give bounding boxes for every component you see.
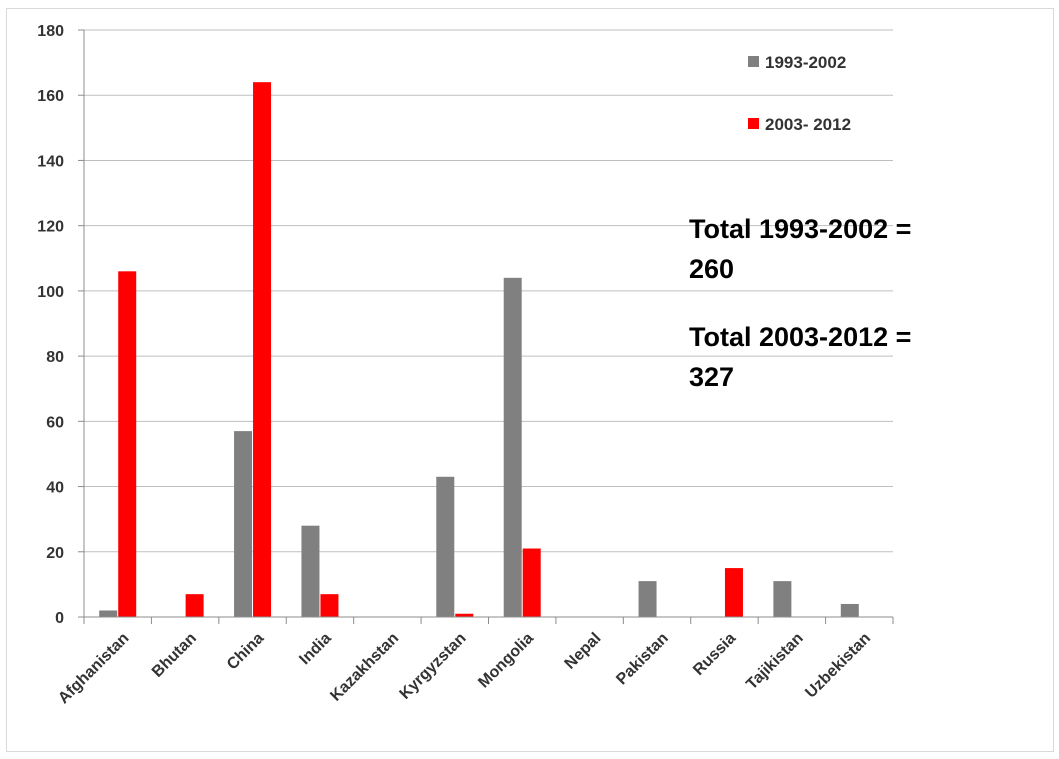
x-tick-label-bhutan: Bhutan: [149, 630, 200, 681]
x-tick-label-russia: Russia: [690, 630, 739, 679]
bar-afghanistan-1993-2002: [99, 610, 118, 617]
legend-swatch-1993-2002: [748, 56, 759, 67]
total-2003-2012-line1: Total 2003-2012 =: [689, 322, 911, 352]
x-tick-label-mongolia: Mongolia: [475, 630, 537, 692]
bar-china-2003-2012: [253, 82, 272, 617]
bar-mongolia-2003-2012: [522, 548, 541, 617]
x-tick-label-afghanistan: Afghanistan: [55, 630, 132, 707]
y-tick-label: 140: [37, 153, 64, 170]
bar-china-1993-2002: [234, 431, 253, 617]
x-tick-label-nepal: Nepal: [562, 630, 605, 673]
bar-afghanistan-2003-2012: [118, 271, 137, 617]
y-tick-label: 20: [46, 545, 64, 562]
bar-kyrgyzstan-2003-2012: [455, 613, 474, 617]
y-tick-label: 80: [46, 349, 64, 366]
legend: 1993-2002 2003- 2012: [748, 53, 851, 134]
y-tick-label: 0: [55, 610, 64, 627]
x-tick-label-china: China: [224, 630, 268, 674]
x-tick-label-tajikistan: Tajikistan: [743, 630, 806, 693]
bar-india-2003-2012: [320, 594, 339, 617]
legend-label-1993-2002: 1993-2002: [765, 53, 846, 72]
bars: [99, 82, 859, 617]
x-tick-label-india: India: [296, 630, 334, 668]
bar-india-1993-2002: [301, 525, 320, 617]
y-tick-label: 40: [46, 480, 64, 497]
bar-bhutan-2003-2012: [185, 594, 204, 617]
y-tick-label: 120: [37, 219, 64, 236]
total-2003-2012-value: 327: [689, 362, 734, 392]
bar-pakistan-1993-2002: [638, 581, 657, 617]
legend-label-2003-2012: 2003- 2012: [765, 115, 851, 134]
bar-kyrgyzstan-1993-2002: [436, 476, 455, 617]
y-tick-label: 180: [37, 23, 64, 40]
bar-russia-2003-2012: [724, 568, 743, 617]
bar-uzbekistan-1993-2002: [840, 603, 859, 617]
totals-annotation: Total 1993-2002 = 260 Total 2003-2012 = …: [689, 214, 911, 392]
x-tick-label-kyrgyzstan: Kyrgyzstan: [397, 630, 470, 703]
bar-mongolia-1993-2002: [503, 277, 522, 617]
total-1993-2002-line1: Total 1993-2002 =: [689, 214, 911, 244]
bar-tajikistan-1993-2002: [773, 581, 792, 617]
y-tick-label: 160: [37, 88, 64, 105]
x-tick-label-pakistan: Pakistan: [613, 630, 672, 689]
gridlines: [84, 29, 893, 553]
x-tick-label-uzbekistan: Uzbekistan: [802, 630, 874, 702]
y-tick-label: 100: [37, 284, 64, 301]
legend-swatch-2003-2012: [748, 118, 759, 129]
chart-frame: [6, 8, 1054, 752]
x-tick-label-kazakhstan: Kazakhstan: [327, 630, 402, 705]
y-tick-label: 60: [46, 414, 64, 431]
total-1993-2002-value: 260: [689, 254, 734, 284]
